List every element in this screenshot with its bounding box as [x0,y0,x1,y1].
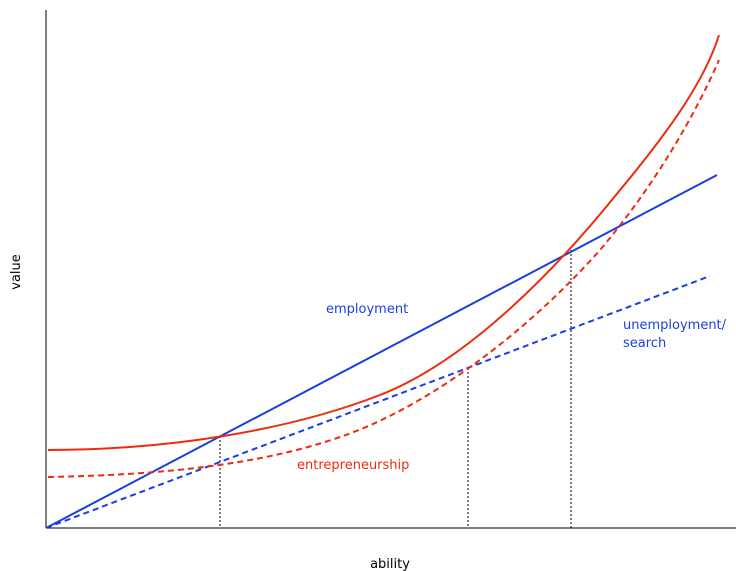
unemployment-label-line1: unemployment/ [623,318,727,333]
entrepreneurship-curve [47,34,720,451]
unemployment-line [45,275,711,529]
entrepreneurship-dashed-curve [47,59,720,478]
unemployment-label-line2: search [623,336,666,351]
y-axis-label: value [9,254,24,290]
x-axis-label: ability [370,557,410,571]
entrepreneurship-label: entrepreneurship [297,458,409,473]
employment-line [45,174,718,529]
employment-label: employment [326,302,408,317]
